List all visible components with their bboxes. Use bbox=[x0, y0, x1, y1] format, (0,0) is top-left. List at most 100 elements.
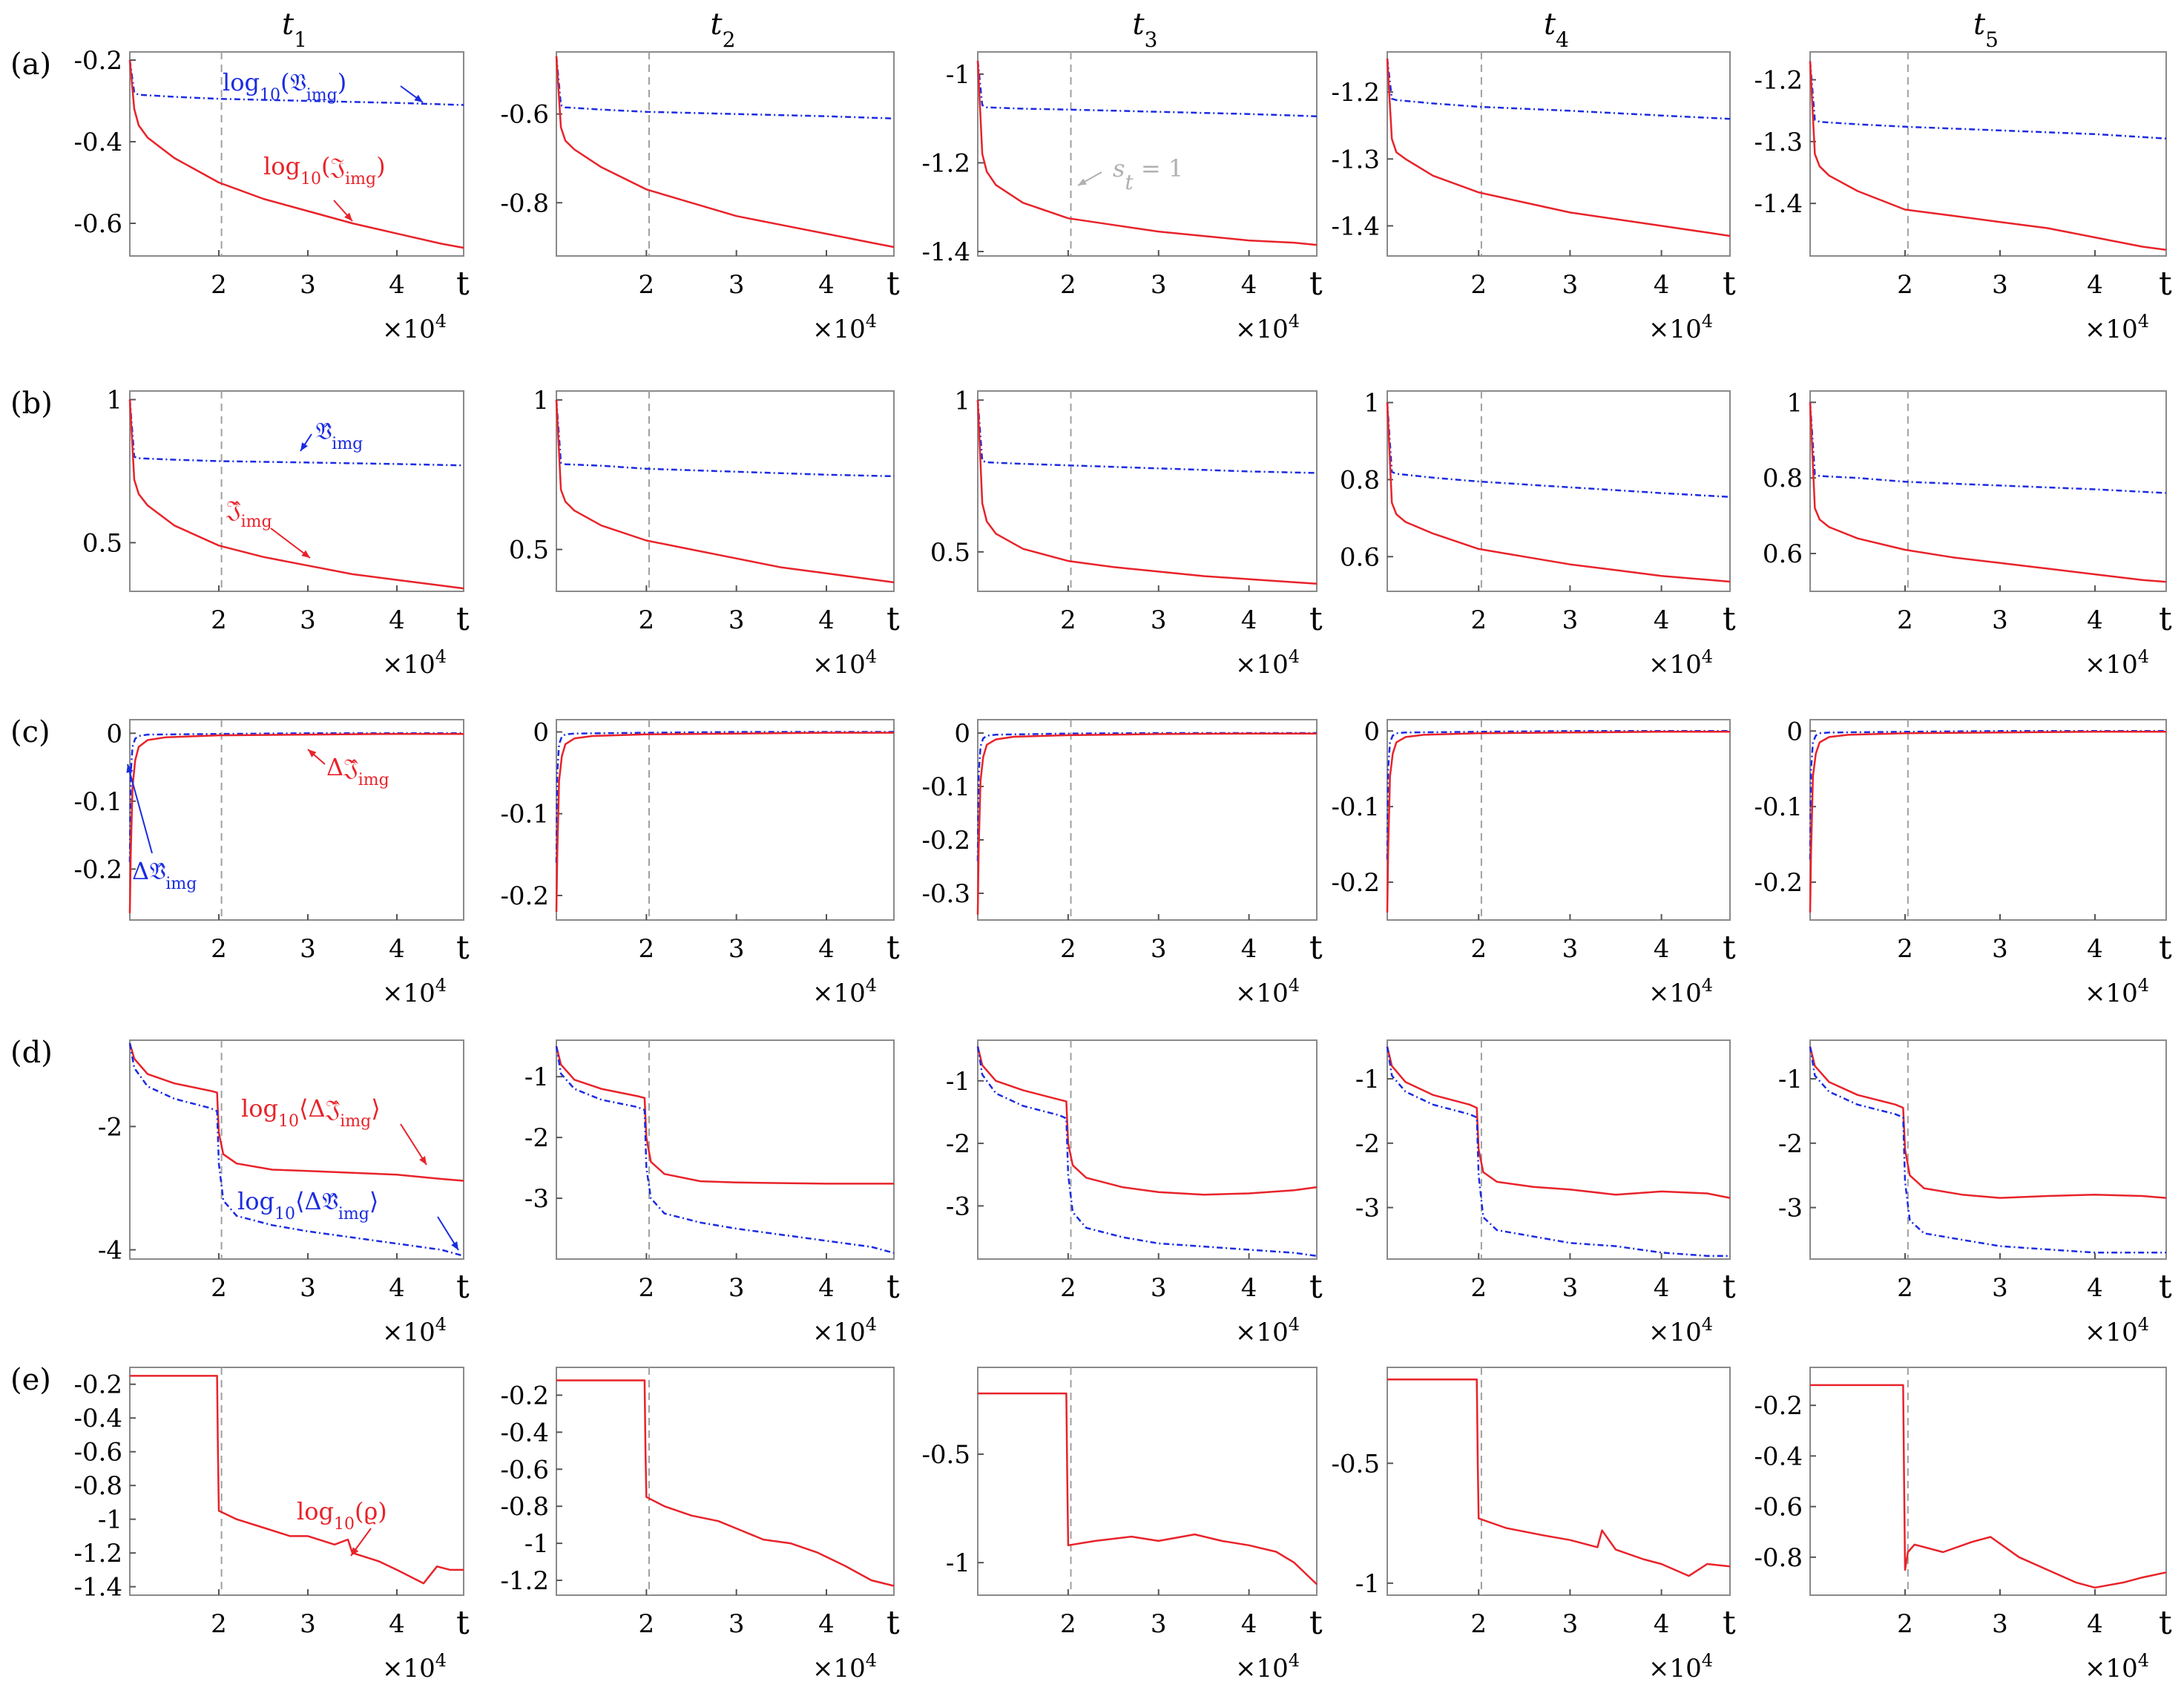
y-tick-label: -2 bbox=[946, 1129, 970, 1159]
x-tick-label: 2 bbox=[1470, 1273, 1487, 1303]
y-tick-label: -3 bbox=[946, 1192, 970, 1221]
x-tick-label: 2 bbox=[639, 934, 655, 964]
y-tick-label: -0.4 bbox=[1754, 1442, 1803, 1471]
y-tick-label: -0.8 bbox=[500, 1492, 549, 1522]
x-multiplier: ×104 bbox=[1235, 311, 1300, 344]
y-tick-label: -0.2 bbox=[73, 1370, 122, 1400]
axes-frame bbox=[977, 1039, 1318, 1260]
y-tick-label: 1 bbox=[106, 386, 122, 415]
red-series-line bbox=[976, 1046, 1318, 1196]
annotation-log-delta-J-hat-img: log10⟨Δ𝔍̂img⟩ bbox=[241, 1094, 381, 1131]
column-header-t1: t1 bbox=[282, 7, 307, 52]
y-tick-label: -0.6 bbox=[1754, 1493, 1803, 1522]
panel-e-t5: 2 3 4 t ×104 -0.2 -0.4 -0.6 -0.8 bbox=[1754, 1367, 2172, 1683]
axes-frame bbox=[977, 1367, 1318, 1596]
blue-series-line bbox=[555, 56, 895, 119]
x-axis-label: t bbox=[456, 1268, 470, 1306]
y-tick-label: -0.2 bbox=[1754, 868, 1803, 898]
x-multiplier: ×104 bbox=[1648, 1650, 1713, 1683]
axes-frame bbox=[1387, 1367, 1731, 1596]
x-tick-label: 4 bbox=[818, 1273, 835, 1303]
y-tick-label: 0.6 bbox=[1340, 542, 1380, 572]
y-tick-label: -1 bbox=[524, 1062, 549, 1092]
x-tick-label: 3 bbox=[1562, 934, 1579, 964]
x-axis-label: t bbox=[2159, 1604, 2172, 1642]
axes-frame bbox=[977, 51, 1318, 257]
y-tick-label: -0.2 bbox=[921, 826, 970, 855]
y-tick-label: 0 bbox=[1364, 717, 1380, 746]
x-axis-label: t bbox=[1723, 600, 1736, 638]
annotation-arrowhead bbox=[308, 749, 317, 758]
axes-frame bbox=[977, 390, 1318, 592]
panel-a-t5: 2 3 4 t ×104 -1.2 -1.3 -1.4 bbox=[1754, 51, 2172, 344]
x-axis-label: t bbox=[456, 929, 470, 967]
blue-series-line bbox=[976, 60, 1318, 117]
blue-series-line bbox=[128, 399, 464, 467]
panel-e-t4: 2 3 4 t ×104 -0.5 -1 bbox=[1331, 1367, 1736, 1683]
red-series-line bbox=[1387, 1378, 1731, 1577]
x-tick-label: 2 bbox=[639, 1273, 655, 1303]
panel-d-t1: 2 3 4 t ×104 -2 -4 bbox=[98, 1039, 470, 1347]
y-tick-label: -0.1 bbox=[73, 787, 122, 817]
x-multiplier: ×104 bbox=[2085, 1650, 2149, 1683]
panel-e-t2: 2 3 4 t ×104 -0.2 -0.4 -0.6 -0.8 -1 -1.2 bbox=[500, 1367, 900, 1683]
y-tick-label: -0.1 bbox=[1331, 792, 1380, 822]
x-tick-label: 4 bbox=[389, 270, 405, 300]
x-tick-label: 4 bbox=[1241, 1609, 1257, 1639]
blue-series-line bbox=[1386, 402, 1731, 499]
x-tick-label: 2 bbox=[211, 270, 227, 300]
x-tick-label: 3 bbox=[300, 605, 316, 635]
panel-b-t3: 2 3 4 t ×104 1 0.5 bbox=[930, 386, 1323, 680]
x-tick-label: 2 bbox=[1470, 270, 1487, 300]
y-tick-label: -0.8 bbox=[500, 188, 549, 218]
annotation-delta-J-hat-img: Δ𝔍̂img bbox=[326, 753, 389, 789]
axes-frame bbox=[1809, 1039, 2167, 1260]
row-label: (a) bbox=[10, 47, 51, 82]
x-tick-label: 2 bbox=[1060, 605, 1076, 635]
x-axis-label: t bbox=[2159, 929, 2172, 967]
red-series-line bbox=[976, 732, 1317, 915]
panel-d-t3: 2 3 4 t ×104 -1 -2 -3 bbox=[946, 1039, 1323, 1347]
y-tick-label: -1 bbox=[946, 1067, 970, 1097]
axes-frame bbox=[556, 51, 895, 257]
x-tick-label: 3 bbox=[300, 1273, 316, 1303]
x-tick-label: 2 bbox=[639, 1609, 655, 1639]
x-multiplier: ×104 bbox=[1235, 975, 1300, 1008]
x-multiplier: ×104 bbox=[2085, 975, 2149, 1008]
panel-b-t5: 2 3 4 t ×104 1 0.8 0.6 bbox=[1763, 388, 2172, 680]
x-tick-label: 4 bbox=[1654, 1609, 1670, 1639]
y-tick-label: -3 bbox=[1355, 1194, 1380, 1223]
y-tick-label: -1.2 bbox=[921, 148, 970, 178]
row-label: (b) bbox=[10, 387, 53, 421]
x-axis-label: t bbox=[887, 1268, 900, 1306]
y-tick-label: -2 bbox=[1355, 1129, 1380, 1159]
red-series-line bbox=[1809, 61, 2167, 251]
row-label: (c) bbox=[10, 715, 50, 749]
annotation-arrowhead bbox=[414, 94, 423, 102]
column-header-t3: t3 bbox=[1133, 7, 1158, 52]
blue-series-line bbox=[976, 1046, 1318, 1258]
annotation-arrowhead bbox=[300, 442, 308, 451]
x-tick-label: 4 bbox=[1654, 1273, 1670, 1303]
red-series-line bbox=[976, 400, 1318, 585]
blue-series-line bbox=[128, 1042, 464, 1258]
axes-frame bbox=[1387, 51, 1731, 257]
x-tick-label: 2 bbox=[1897, 1273, 1913, 1303]
x-tick-label: 3 bbox=[300, 934, 316, 964]
x-tick-label: 3 bbox=[728, 1609, 745, 1639]
blue-series-line bbox=[1386, 1046, 1730, 1257]
x-tick-label: 4 bbox=[2087, 934, 2103, 964]
x-tick-label: 2 bbox=[1470, 934, 1487, 964]
red-series-line bbox=[128, 1042, 464, 1182]
axes-frame bbox=[1387, 719, 1731, 921]
red-series-line bbox=[978, 1392, 1318, 1586]
x-tick-label: 2 bbox=[211, 1609, 227, 1639]
y-tick-label: -0.1 bbox=[1754, 792, 1803, 822]
axes-frame bbox=[129, 51, 464, 257]
x-multiplier: ×104 bbox=[382, 1650, 447, 1683]
y-tick-label: -0.4 bbox=[73, 1404, 122, 1433]
annotation-arrowhead bbox=[344, 212, 352, 221]
y-tick-label: -0.2 bbox=[1754, 1391, 1803, 1421]
x-multiplier: ×104 bbox=[1648, 975, 1713, 1008]
x-tick-label: 4 bbox=[1654, 605, 1670, 635]
